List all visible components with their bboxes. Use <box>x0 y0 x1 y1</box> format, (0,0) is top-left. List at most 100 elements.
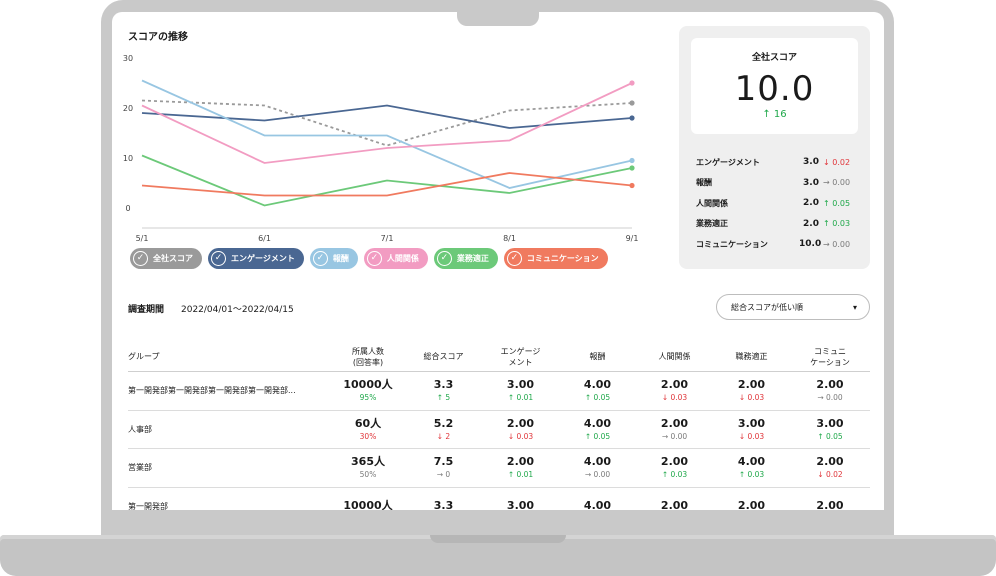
table-row[interactable]: 第一開発部第一開発部第一開発部第一開発部... 10000人 95% 3.3 ↑ 5 3.… <box>128 372 870 411</box>
response-rate: 50% <box>359 470 377 480</box>
score-delta: ↓ 0.02 <box>817 470 843 480</box>
score-cell: 2.00 <box>636 499 713 510</box>
series-point <box>629 115 635 121</box>
y-tick-label: 30 <box>123 54 133 63</box>
metric-name: コミュニケーション <box>696 239 768 249</box>
series-point <box>629 182 635 189</box>
series-point <box>629 80 635 86</box>
score-value: 4.00 <box>737 455 766 469</box>
legend-toggle[interactable]: ✓ 全社スコア <box>130 248 202 269</box>
metric-row: 業務適正 2.0 ↑ 0.03 <box>696 214 866 235</box>
check-icon: ✓ <box>312 251 328 266</box>
company-score-card: 全社スコア 10.0 ↑ 16 <box>691 38 858 134</box>
check-icon: ✓ <box>506 251 522 266</box>
legend-toggle[interactable]: ✓ コミュニケーション <box>503 248 608 269</box>
column-header[interactable]: グループ <box>128 352 160 361</box>
score-delta: ↓ 0.03 <box>738 393 765 403</box>
score-cell: 2.00 → 0.00 <box>636 417 713 442</box>
series-line <box>141 82 633 164</box>
group-score-table: グループ 所属人数 (回答率) 総合スコア エンゲージ メント 報酬 人間関係 職務適正 コミュニ… <box>128 342 870 510</box>
series-line <box>141 172 633 197</box>
score-value: 2.00 <box>660 499 689 510</box>
score-delta: ↑ 0.03 <box>738 470 765 480</box>
score-cell: 2.00 ↑ 0.03 <box>636 455 713 480</box>
laptop-base-lip <box>430 535 566 543</box>
score-delta: ↓ 0.03 <box>507 431 534 441</box>
score-value: 5.2 <box>433 416 454 430</box>
chevron-down-icon: ▾ <box>852 302 857 312</box>
column-header[interactable]: 職務適正 <box>735 352 768 361</box>
check-icon: ✓ <box>133 251 148 266</box>
laptop-notch <box>457 0 539 26</box>
table-row[interactable]: 第一開発部 10000人 3.3 3.00 4.00 2.00 2.00 2.00 <box>128 488 870 510</box>
score-cell: 2.00 <box>790 499 870 510</box>
legend-label: 全社スコア <box>153 254 193 263</box>
score-delta: → 0.00 <box>584 470 611 480</box>
members-cell: 10000人 <box>331 499 405 510</box>
legend-toggle[interactable]: ✓ 業務適正 <box>433 248 498 269</box>
series-line <box>141 99 633 147</box>
score-value: 4.00 <box>583 499 612 510</box>
score-cell: 4.00 → 0.00 <box>559 455 636 480</box>
metric-row: コミュニケーション 10.0 → 0.00 <box>696 234 866 255</box>
score-cell: 4.00 ↑ 0.05 <box>559 378 636 403</box>
score-cell: 3.3 <box>405 499 482 510</box>
y-tick-label: 0 <box>125 204 130 213</box>
company-score-value: 10.0 <box>734 69 815 109</box>
table-row[interactable]: 人事部 60人 30% 5.2 ↓ 2 2.00 ↓ 0.03 4.00 ↑ 0.05 2.00 →… <box>128 411 870 449</box>
score-cell: 3.00 ↑ 0.05 <box>790 417 870 442</box>
legend-toggle[interactable]: ✓ エンゲージメント <box>208 248 304 269</box>
group-name: 人事部 <box>128 424 152 434</box>
score-value: 4.00 <box>583 455 612 469</box>
column-header[interactable]: 報酬 <box>589 352 606 361</box>
score-value: 3.3 <box>433 378 454 392</box>
legend-label: 人間関係 <box>386 254 419 263</box>
response-rate: 95% <box>359 393 377 403</box>
score-cell: 4.00 ↑ 0.03 <box>713 455 790 480</box>
score-value: 4.00 <box>583 378 612 392</box>
score-delta: ↓ 0.03 <box>738 431 765 441</box>
legend-toggle[interactable]: ✓ 報酬 <box>309 248 358 269</box>
check-icon: ✓ <box>211 251 226 266</box>
legend-label: 報酬 <box>332 254 349 263</box>
x-tick-label: 7/1 <box>381 234 394 243</box>
score-value: 2.00 <box>737 499 766 510</box>
metric-list: エンゲージメント 3.0 ↓ 0.02 報酬 3.0 → 0.00 人間関係 2.0 ↑ 0.0… <box>696 152 866 255</box>
metric-value: 3.0 <box>803 177 819 188</box>
column-header[interactable]: 人間関係 <box>658 352 691 361</box>
metric-delta: → 0.00 <box>823 239 851 249</box>
score-value: 4.00 <box>583 416 612 430</box>
company-score-change: ↑ 16 <box>762 109 787 120</box>
score-delta: ↑ 0.05 <box>584 431 611 441</box>
score-cell: 2.00 <box>713 499 790 510</box>
score-delta: ↑ 0.01 <box>507 393 534 403</box>
members-cell: 10000人 95% <box>331 378 405 403</box>
score-cell: 2.00 ↓ 0.03 <box>636 378 713 403</box>
score-value: 2.00 <box>506 455 535 469</box>
check-icon: ✓ <box>436 251 452 266</box>
series-line <box>141 79 633 189</box>
sort-select[interactable]: 総合スコアが低い順 ▾ <box>716 294 870 320</box>
metric-delta: ↑ 0.03 <box>823 219 851 229</box>
score-value: 3.00 <box>816 416 844 430</box>
table-row[interactable]: 営業部 365人 50% 7.5 → 0 2.00 ↑ 0.01 4.00 → 0.00 2.00… <box>128 449 870 488</box>
metric-name: 人間関係 <box>696 198 728 208</box>
score-cell: 2.00 ↓ 0.03 <box>482 417 559 442</box>
metric-row: 人間関係 2.0 ↑ 0.05 <box>696 193 866 214</box>
score-cell: 7.5 → 0 <box>405 455 482 480</box>
metric-delta: ↑ 0.05 <box>823 198 851 208</box>
score-value: 7.5 <box>433 455 454 469</box>
group-name: 第一開発部第一開発部第一開発部第一開発部... <box>128 386 296 396</box>
column-header[interactable]: エンゲージ メント <box>500 346 541 367</box>
metric-value: 3.0 <box>803 157 819 168</box>
column-header[interactable]: 所属人数 (回答率) <box>352 346 384 367</box>
column-header[interactable]: 総合スコア <box>423 352 464 361</box>
column-header[interactable]: コミュニ ケーション <box>810 346 850 367</box>
score-value: 2.00 <box>660 378 689 392</box>
score-value: 2.00 <box>816 499 844 510</box>
legend-toggle[interactable]: ✓ 人間関係 <box>363 248 428 269</box>
group-name: 営業部 <box>128 463 152 473</box>
score-value: 2.00 <box>816 455 844 469</box>
score-value: 2.00 <box>506 416 535 430</box>
metric-name: 業務適正 <box>696 219 728 229</box>
